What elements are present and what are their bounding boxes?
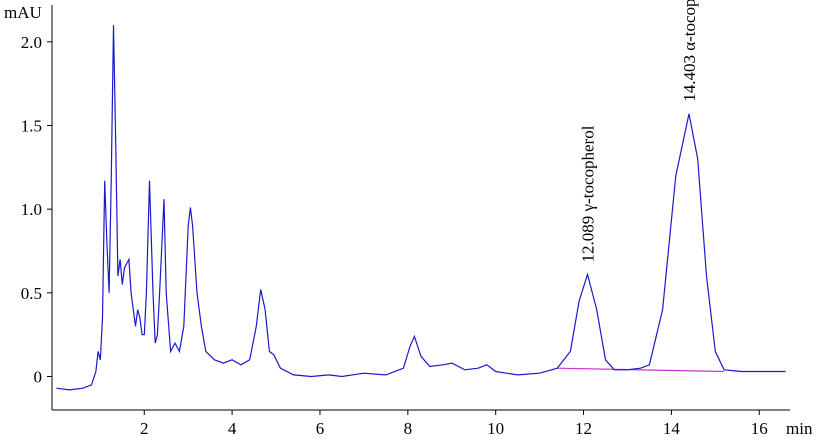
x-tick-label: 2 xyxy=(140,419,149,438)
line xyxy=(56,25,786,391)
x-tick-label: 16 xyxy=(751,419,768,438)
x-tick-label: 6 xyxy=(316,419,325,438)
x-tick-label: 14 xyxy=(663,419,681,438)
y-tick-label: 1.0 xyxy=(21,200,42,219)
y-axis-label: mAU xyxy=(4,3,42,22)
line xyxy=(557,367,725,373)
peak-annotation: 12.089 γ-tocopherol xyxy=(578,125,597,262)
x-tick-label: 12 xyxy=(575,419,592,438)
peak-annotation: 14.403 α-tocopherol xyxy=(680,0,699,102)
y-tick-label: 2.0 xyxy=(21,33,42,52)
x-tick-label: 10 xyxy=(487,419,504,438)
y-tick-label: 0.5 xyxy=(21,284,42,303)
y-tick-label: 0 xyxy=(34,368,43,387)
x-axis-label: min xyxy=(786,419,813,438)
x-tick-label: 8 xyxy=(404,419,413,438)
y-tick-label: 1.5 xyxy=(21,116,42,135)
x-tick-label: 4 xyxy=(228,419,237,438)
